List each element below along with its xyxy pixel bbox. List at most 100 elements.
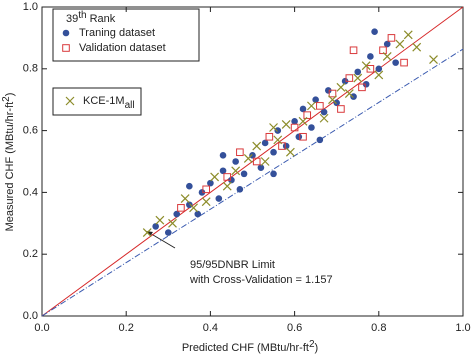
point	[291, 118, 298, 125]
point	[222, 181, 232, 191]
point	[316, 136, 324, 144]
point	[223, 173, 232, 181]
point	[186, 182, 193, 190]
point	[367, 53, 374, 60]
point	[270, 170, 277, 178]
y-tick-label: 0.0	[23, 310, 38, 322]
point	[341, 77, 349, 85]
point	[374, 70, 384, 80]
point	[165, 229, 172, 236]
y-tick-label: 0.8	[23, 63, 38, 75]
point	[173, 210, 181, 218]
rank-suffix: th	[78, 10, 86, 21]
point	[308, 124, 315, 131]
point	[278, 142, 286, 150]
point	[350, 93, 357, 100]
x-axis-label: Predicted CHF (MBtu/hr-ft2)	[182, 339, 318, 354]
point	[298, 116, 308, 126]
point	[198, 189, 206, 196]
point	[189, 203, 198, 213]
point	[303, 111, 312, 119]
legend-box-2	[52, 87, 142, 116]
point	[366, 65, 375, 73]
legend-name: Validation dataset	[79, 42, 166, 54]
legend-name: KCE-1M	[83, 95, 125, 107]
point	[219, 167, 227, 175]
point	[281, 119, 291, 129]
x-label-sup: 2	[309, 339, 315, 350]
legend-label: Traning dataset	[79, 27, 155, 39]
point	[210, 172, 220, 182]
y-axis-label: Measured CHF (MBtu/hr-ft2)	[1, 93, 16, 232]
legend-label: KCE-1Mall	[83, 95, 135, 111]
point	[387, 34, 396, 42]
annotation-line: 95/95DNBR Limit	[190, 259, 275, 271]
point	[232, 158, 239, 165]
point	[177, 204, 185, 212]
y-label-sup: 2	[1, 96, 12, 102]
point	[299, 132, 307, 141]
point	[320, 108, 328, 116]
point	[231, 166, 241, 176]
legend-sub: all	[125, 100, 135, 111]
point	[358, 83, 366, 92]
reference-line	[41, 48, 464, 317]
point	[180, 194, 190, 204]
point	[207, 179, 214, 187]
point	[336, 82, 346, 92]
point	[337, 105, 345, 113]
point	[324, 87, 332, 94]
point	[371, 28, 378, 36]
point	[273, 135, 283, 145]
legend-symbol	[62, 29, 70, 37]
point	[274, 127, 282, 134]
point	[319, 113, 329, 123]
plot-frame	[41, 6, 464, 317]
legend-title: 39th Rank	[66, 10, 116, 25]
point	[282, 142, 290, 150]
point	[152, 223, 159, 230]
point	[403, 30, 413, 40]
point	[312, 96, 319, 103]
point	[412, 42, 422, 52]
x-tick-label: 0.2	[119, 322, 134, 334]
point	[349, 46, 358, 55]
point	[429, 55, 438, 64]
point	[186, 201, 193, 209]
point	[236, 148, 244, 157]
point	[354, 68, 362, 76]
point	[194, 210, 202, 218]
x-tick-label: 0.4	[203, 322, 218, 334]
point	[243, 153, 253, 163]
x-label-end: )	[315, 342, 319, 354]
reference-line	[41, 6, 464, 317]
y-tick-label: 1.0	[23, 1, 38, 13]
point	[252, 141, 262, 151]
point	[252, 157, 261, 166]
point	[260, 157, 270, 166]
point	[265, 132, 274, 141]
legend-label: Validation dataset	[79, 42, 166, 54]
point	[307, 101, 316, 111]
point	[400, 58, 408, 67]
point	[328, 95, 337, 105]
point	[344, 89, 354, 98]
point	[168, 218, 177, 228]
point	[316, 102, 324, 110]
point	[375, 65, 383, 73]
point	[228, 176, 235, 184]
point	[215, 195, 223, 202]
point	[345, 74, 354, 82]
point	[328, 89, 337, 98]
x-tick-label: 0.8	[371, 322, 386, 334]
point	[353, 73, 363, 83]
point	[382, 52, 392, 61]
point	[257, 164, 265, 171]
point	[285, 147, 295, 157]
y-label-text: Measured CHF (MBtu/hr-ft	[4, 102, 16, 232]
y-label-end: )	[4, 93, 16, 97]
point	[361, 61, 371, 71]
y-tick-label: 0.2	[23, 248, 38, 260]
rank-word: Rank	[90, 13, 116, 25]
